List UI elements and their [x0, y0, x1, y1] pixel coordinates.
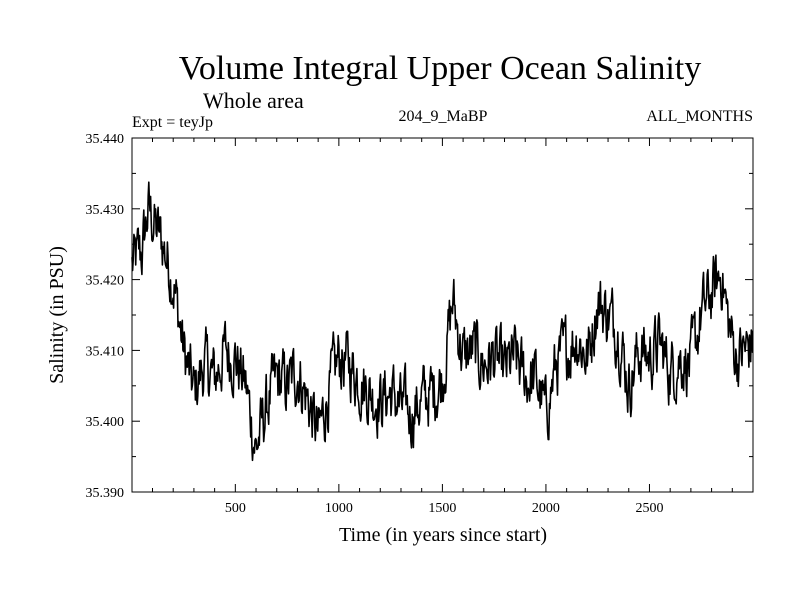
x-tick-label: 1000 — [325, 501, 353, 516]
run-id-label: 204_9_MaBP — [399, 108, 488, 125]
experiment-label: Expt = teyJp — [132, 114, 213, 131]
x-tick-label: 2500 — [635, 501, 663, 516]
x-axis-label: Time (in years since start) — [339, 524, 547, 546]
y-tick-label: 35.410 — [86, 344, 125, 359]
tick-layer: 500 1000 1500 2000 2500 35.390 35.400 35.410 35.… — [86, 132, 753, 516]
chart-title: Volume Integral Upper Ocean Salinity — [179, 50, 701, 87]
x-tick-label: 500 — [225, 501, 246, 516]
y-axis-label: Salinity (in PSU) — [46, 246, 68, 384]
plot-frame — [131, 137, 754, 493]
series-layer — [131, 181, 754, 462]
chart-subtitle: Whole area — [203, 88, 304, 113]
y-tick-label: 35.390 — [86, 486, 125, 501]
x-tick-label: 1500 — [428, 501, 456, 516]
y-tick-label: 35.430 — [86, 203, 125, 218]
y-tick-label: 35.400 — [86, 415, 125, 430]
y-tick-label: 35.420 — [86, 274, 125, 289]
salinity-series-line — [131, 181, 754, 462]
months-label: ALL_MONTHS — [646, 108, 753, 125]
x-tick-label: 2000 — [532, 501, 560, 516]
y-tick-label: 35.440 — [86, 132, 125, 147]
